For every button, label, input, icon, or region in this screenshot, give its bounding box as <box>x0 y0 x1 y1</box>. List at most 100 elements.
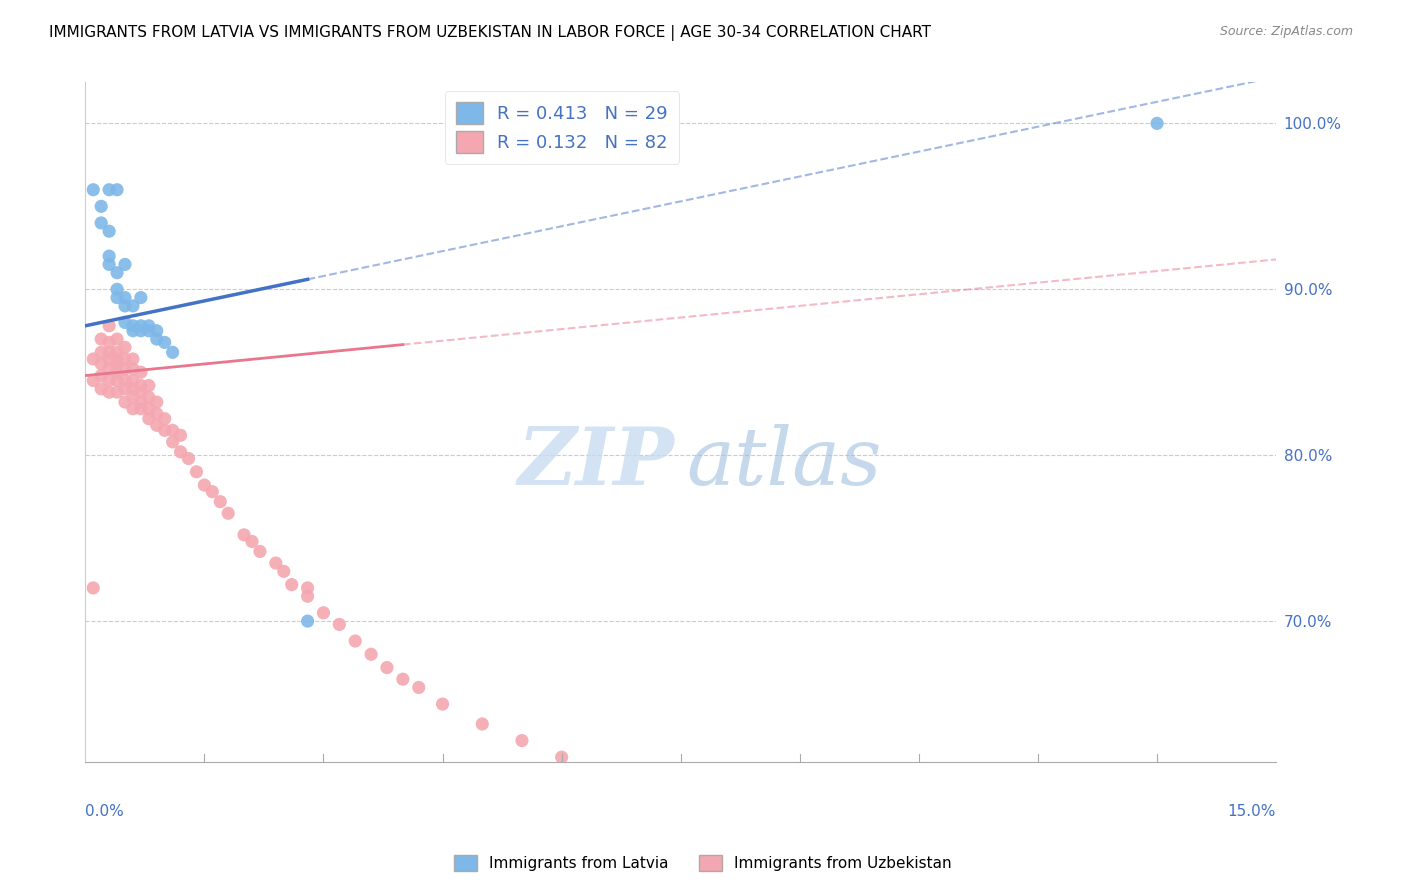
Point <box>82 351 104 366</box>
Text: 15.0%: 15.0% <box>1227 804 1277 819</box>
Point <box>344 634 367 648</box>
Point <box>630 777 652 791</box>
Point <box>129 395 152 409</box>
Text: atlas: atlas <box>686 424 882 501</box>
Point <box>591 764 613 778</box>
Point <box>122 374 145 388</box>
Point <box>129 318 152 333</box>
Text: ZIP: ZIP <box>517 424 675 501</box>
Point <box>98 351 121 366</box>
Point <box>145 395 167 409</box>
Point <box>138 318 160 333</box>
Point <box>114 257 136 271</box>
Point <box>114 382 136 396</box>
Point <box>82 374 104 388</box>
Point <box>105 183 128 197</box>
Point <box>240 534 263 549</box>
Point <box>186 465 208 479</box>
Point <box>90 345 112 359</box>
Point <box>90 199 112 213</box>
Point <box>169 428 191 442</box>
Point <box>408 681 430 695</box>
Text: Source: ZipAtlas.com: Source: ZipAtlas.com <box>1219 25 1353 38</box>
Point <box>114 362 136 376</box>
Point <box>98 224 121 238</box>
Point <box>98 249 121 263</box>
Text: 0.0%: 0.0% <box>86 804 124 819</box>
Point <box>550 750 572 764</box>
Point <box>153 423 176 437</box>
Point <box>138 401 160 416</box>
Point <box>145 332 167 346</box>
Point <box>297 589 319 603</box>
Point <box>193 478 215 492</box>
Point <box>105 291 128 305</box>
Point <box>105 351 128 366</box>
Point <box>217 506 239 520</box>
Point <box>789 814 811 828</box>
Point <box>908 838 931 852</box>
Point <box>98 385 121 400</box>
Point <box>145 407 167 421</box>
Legend: Immigrants from Latvia, Immigrants from Uzbekistan: Immigrants from Latvia, Immigrants from … <box>449 849 957 877</box>
Point <box>122 299 145 313</box>
Point <box>122 318 145 333</box>
Point <box>98 257 121 271</box>
Point <box>471 717 494 731</box>
Point <box>114 340 136 354</box>
Point <box>98 345 121 359</box>
Point <box>169 445 191 459</box>
Point <box>297 581 319 595</box>
Point <box>90 382 112 396</box>
Legend: R = 0.413   N = 29, R = 0.132   N = 82: R = 0.413 N = 29, R = 0.132 N = 82 <box>444 91 679 164</box>
Point <box>709 797 731 811</box>
Point <box>510 733 533 747</box>
Point <box>177 451 200 466</box>
Point <box>90 216 112 230</box>
Text: IMMIGRANTS FROM LATVIA VS IMMIGRANTS FROM UZBEKISTAN IN LABOR FORCE | AGE 30-34 : IMMIGRANTS FROM LATVIA VS IMMIGRANTS FRO… <box>49 25 931 41</box>
Point <box>233 528 256 542</box>
Point <box>129 401 152 416</box>
Point <box>280 577 302 591</box>
Point <box>138 411 160 425</box>
Point <box>105 266 128 280</box>
Point <box>1146 116 1168 130</box>
Point <box>122 401 145 416</box>
Point <box>249 544 271 558</box>
Point <box>138 378 160 392</box>
Point <box>129 291 152 305</box>
Point <box>122 324 145 338</box>
Point <box>153 411 176 425</box>
Point <box>122 382 145 396</box>
Point <box>162 345 184 359</box>
Point <box>105 385 128 400</box>
Point <box>105 357 128 371</box>
Point <box>145 418 167 433</box>
Point <box>328 617 350 632</box>
Point <box>201 484 224 499</box>
Point <box>114 351 136 366</box>
Point <box>98 318 121 333</box>
Point <box>82 183 104 197</box>
Point <box>114 395 136 409</box>
Point <box>432 697 454 711</box>
Point <box>273 565 295 579</box>
Point <box>129 378 152 392</box>
Point <box>312 606 335 620</box>
Point <box>90 332 112 346</box>
Point <box>90 357 112 371</box>
Point <box>375 660 398 674</box>
Point <box>122 390 145 404</box>
Point <box>98 362 121 376</box>
Point <box>82 581 104 595</box>
Point <box>209 494 232 508</box>
Point <box>114 374 136 388</box>
Point <box>297 614 319 628</box>
Point <box>162 423 184 437</box>
Point <box>138 324 160 338</box>
Point <box>264 556 287 570</box>
Point <box>129 324 152 338</box>
Point <box>114 299 136 313</box>
Point <box>122 362 145 376</box>
Point <box>105 374 128 388</box>
